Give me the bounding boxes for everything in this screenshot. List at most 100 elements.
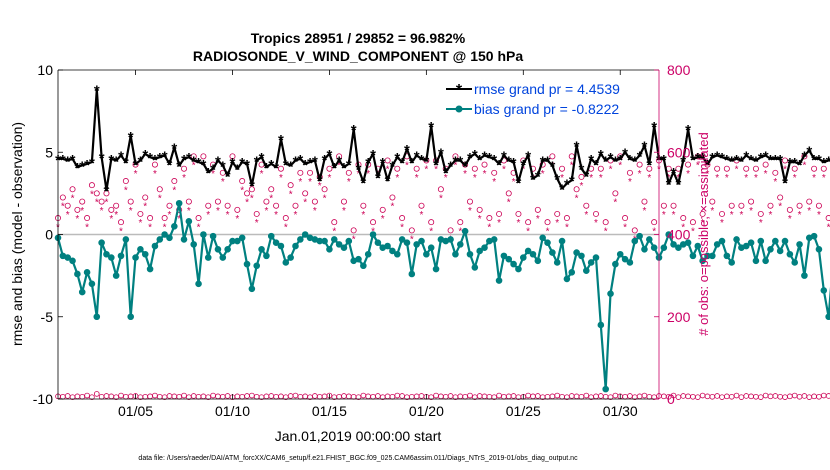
obs-possible-point (253, 210, 260, 217)
obs-possible-point (118, 219, 125, 226)
obs-assimilated-point: * (546, 226, 550, 237)
obs-baseline-point (467, 392, 473, 399)
bias-point (524, 247, 532, 255)
rmse-point: * (341, 160, 347, 177)
bias-point (234, 237, 241, 245)
bias-point (330, 236, 338, 243)
rmse-point: * (777, 152, 783, 169)
rmse-point: * (714, 149, 720, 166)
obs-assimilated-point: * (502, 165, 506, 176)
rmse-point: * (792, 155, 798, 172)
rmse-point: * (414, 149, 420, 166)
obs-possible-point (190, 153, 197, 160)
bias-point (519, 254, 527, 261)
bias-point (810, 232, 818, 240)
rmse-point: * (225, 168, 231, 185)
obs-baseline-point (491, 394, 498, 400)
obs-assimilated-point: * (812, 173, 816, 184)
bias-point (815, 246, 823, 253)
bias-point (466, 250, 474, 258)
rmse-point: * (65, 153, 71, 170)
obs-possible-point (171, 178, 178, 185)
bias-point (456, 241, 464, 248)
obs-assimilated-point: * (337, 161, 341, 172)
rmse-point: * (302, 157, 308, 174)
obs-assimilated-point: * (473, 173, 477, 184)
rmse-point: * (312, 153, 318, 170)
bias-point (360, 262, 367, 270)
obs-possible-point (578, 173, 585, 180)
obs-possible-point (471, 165, 478, 172)
rmse-point: * (152, 152, 158, 169)
obs-assimilated-point: * (725, 173, 729, 184)
rmse-point: * (390, 158, 396, 175)
chart-title-line2: RADIOSONDE_V_WIND_COMPONENT @ 150 hPa (193, 48, 523, 64)
bias-point (408, 270, 416, 278)
obs-assimilated-point: * (138, 218, 142, 229)
obs-baseline-point (675, 394, 682, 400)
obs-assimilated-point: * (197, 222, 201, 233)
obs-assimilated-point: * (424, 165, 428, 176)
rmse-point: * (462, 158, 468, 175)
bias-point (621, 255, 629, 263)
bias-point (801, 272, 808, 279)
rmse-point: * (210, 162, 216, 179)
obs-possible-point (263, 198, 270, 205)
rmse-point: * (196, 155, 202, 172)
rmse-point: * (443, 165, 449, 182)
bias-point (631, 237, 639, 245)
bias-point (476, 247, 483, 255)
obs-assimilated-point: * (410, 235, 414, 246)
obs-possible-point (287, 182, 294, 189)
rmse-point: * (467, 150, 473, 167)
rmse-point: * (724, 152, 730, 169)
obs-assimilated-point: * (211, 169, 215, 180)
rmse-point: * (690, 152, 696, 169)
obs-assimilated-point: * (124, 185, 128, 196)
bias-point (427, 244, 435, 251)
obs-possible-point (185, 198, 192, 205)
bias-point (83, 269, 91, 276)
rmse-point: * (617, 152, 623, 169)
obs-possible-point (137, 210, 144, 217)
rmse-point: * (549, 158, 555, 175)
obs-possible-point (452, 153, 459, 160)
obs-assimilated-point: * (303, 198, 307, 209)
bias-point (282, 259, 290, 266)
bias-point (132, 254, 139, 261)
rmse-point: * (215, 153, 221, 170)
obs-assimilated-point: * (541, 169, 545, 180)
obs-assimilated-point: * (240, 185, 244, 196)
chart-title-line1: Tropics 28951 / 29852 = 96.982% (251, 30, 466, 46)
rmse-point: * (385, 173, 391, 190)
bias-point (141, 250, 149, 258)
bias-point (117, 252, 125, 260)
obs-possible-point (801, 153, 808, 160)
obs-assimilated-point: * (318, 181, 322, 192)
obs-assimilated-point: * (148, 222, 152, 233)
obs-assimilated-point: * (560, 173, 564, 184)
obs-possible-point (428, 219, 435, 226)
obs-assimilated-point: * (783, 165, 787, 176)
rmse-point: * (123, 155, 129, 172)
obs-baseline-point (796, 393, 803, 400)
obs-assimilated-point: * (565, 222, 569, 233)
obs-baseline-point (738, 394, 745, 400)
obs-assimilated-point: * (386, 165, 390, 176)
obs-assimilated-point: * (691, 226, 695, 237)
rmse-point: * (496, 157, 502, 174)
rmse-point: * (768, 152, 774, 169)
rmse-point: * (375, 170, 381, 187)
rmse-point: * (200, 157, 206, 174)
bias-point (418, 237, 425, 245)
obs-assimilated-point: * (201, 161, 205, 172)
obs-possible-point (307, 169, 314, 176)
rmse-point: * (326, 147, 332, 164)
obs-assimilated-point: * (701, 218, 705, 229)
obs-baseline-point (811, 393, 817, 400)
obs-assimilated-point: * (61, 202, 65, 213)
left-axis-ticks: -10 -5 0 5 10 (33, 62, 63, 407)
obs-assimilated-point: * (773, 177, 777, 188)
obs-assimilated-point: * (434, 165, 438, 176)
obs-baseline-point (791, 392, 798, 399)
